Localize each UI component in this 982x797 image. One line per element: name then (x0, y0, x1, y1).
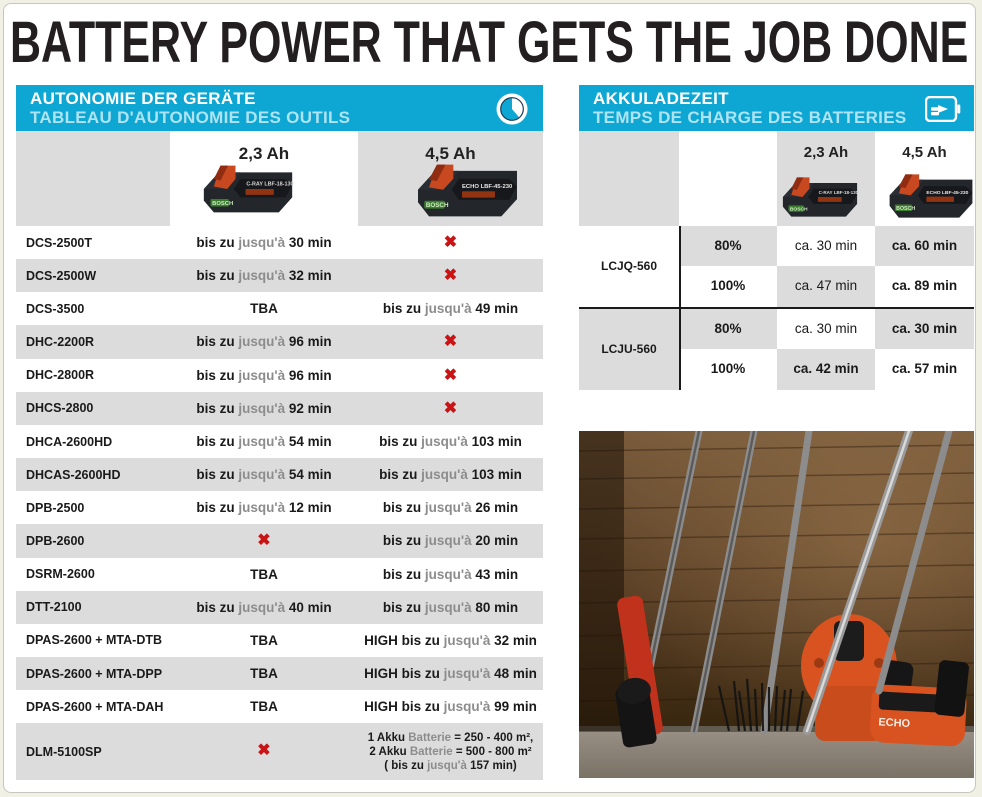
svg-text:ECHO: ECHO (878, 716, 911, 730)
